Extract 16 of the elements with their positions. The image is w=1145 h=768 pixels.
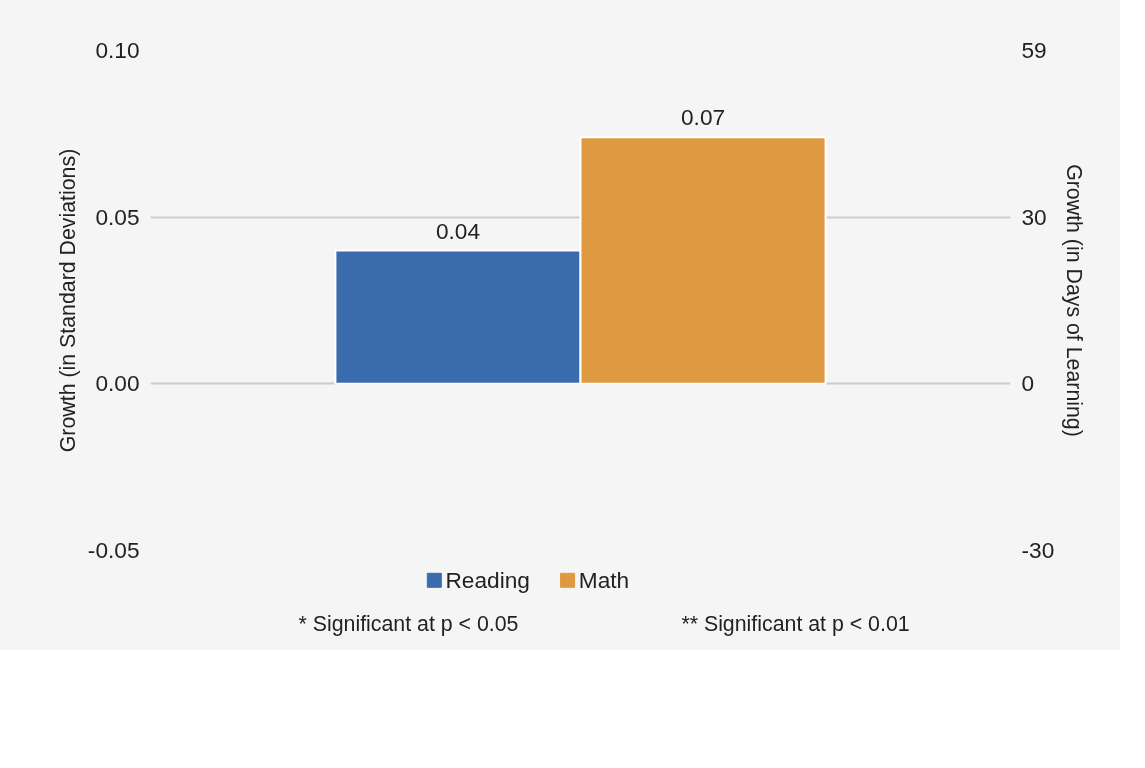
y-axis-title: Growth (in Standard Deviations)	[55, 148, 80, 453]
y-tick-label: 0.10	[95, 37, 140, 63]
y2-axis-title: Growth (in Days of Learning)	[1062, 164, 1087, 437]
text: ** Significant at p < 0.01	[681, 611, 910, 636]
y-tick-label: 0.00	[95, 370, 140, 397]
y2-tick-label: 59	[1021, 37, 1047, 63]
text: * Significant at p < 0.05	[298, 611, 519, 636]
y2-tick-label: 30	[1021, 203, 1047, 230]
y2-tick-label: 0	[1021, 370, 1035, 397]
legend-label: Math	[578, 567, 630, 594]
data-label: 0.07	[681, 104, 726, 131]
data-label: 0.04	[435, 217, 481, 244]
y2-tick-label: -30	[1021, 537, 1055, 563]
legend-label: Reading	[445, 567, 530, 594]
y-tick-label: -0.05	[87, 537, 140, 563]
y-tick-label: 0.05	[95, 203, 140, 230]
